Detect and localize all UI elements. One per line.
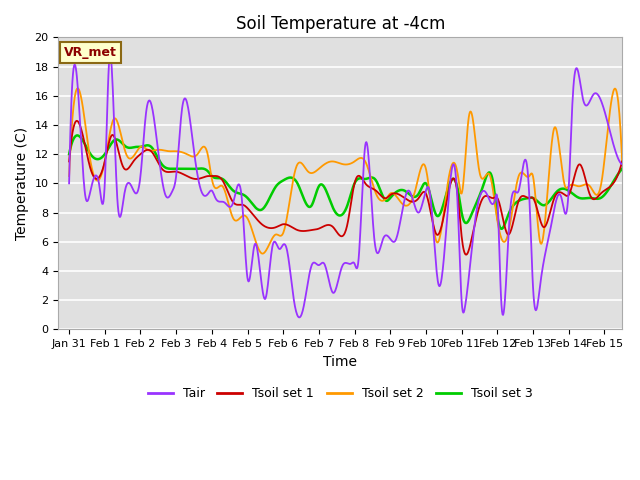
Tsoil set 1 [122,167,130,172]
Tsoil set 3 [122,144,130,150]
Tsoil set 3 [309,199,317,205]
Tsoil set 2 [74,85,82,91]
Tair [310,260,317,265]
Tsoil set 2 [65,173,73,179]
Tair [296,314,303,320]
Tsoil set 1 [445,185,453,191]
Tsoil set 3 [508,205,515,211]
Tair [446,181,454,187]
Tsoil set 1 [65,158,73,164]
Tsoil set 1 [508,226,515,232]
Y-axis label: Temperature (C): Temperature (C) [15,127,29,240]
Tsoil set 2 [446,168,454,174]
Tsoil set 2 [618,158,626,164]
Tsoil set 1 [618,158,626,164]
Tsoil set 3 [74,132,81,138]
Line: Tsoil set 3: Tsoil set 3 [69,135,622,229]
Tsoil set 3 [618,166,626,172]
Text: VR_met: VR_met [64,46,117,59]
Tsoil set 2 [259,251,266,256]
Tair [65,180,73,186]
Line: Tsoil set 1: Tsoil set 1 [69,121,622,255]
Tsoil set 2 [508,213,515,219]
Tsoil set 3 [497,226,505,231]
Tsoil set 1 [73,118,81,124]
Tsoil set 2 [310,169,317,175]
Tair [618,161,626,167]
Tair [106,51,114,57]
Tsoil set 3 [289,176,297,181]
Tsoil set 3 [65,151,73,157]
Line: Tsoil set 2: Tsoil set 2 [69,88,622,253]
Tsoil set 1 [498,209,506,215]
Tsoil set 2 [290,173,298,179]
X-axis label: Time: Time [323,355,357,369]
Tair [122,183,130,189]
Line: Tair: Tair [69,54,622,317]
Tsoil set 2 [122,151,130,157]
Tsoil set 3 [445,181,453,187]
Tsoil set 3 [498,226,506,232]
Legend: Tair, Tsoil set 1, Tsoil set 2, Tsoil set 3: Tair, Tsoil set 1, Tsoil set 2, Tsoil se… [143,382,538,405]
Tsoil set 1 [289,225,297,231]
Tsoil set 2 [498,236,506,241]
Tair [289,293,297,299]
Tsoil set 1 [462,252,470,258]
Tair [508,196,515,202]
Tair [498,302,506,308]
Tsoil set 1 [309,227,317,233]
Title: Soil Temperature at -4cm: Soil Temperature at -4cm [236,15,445,33]
